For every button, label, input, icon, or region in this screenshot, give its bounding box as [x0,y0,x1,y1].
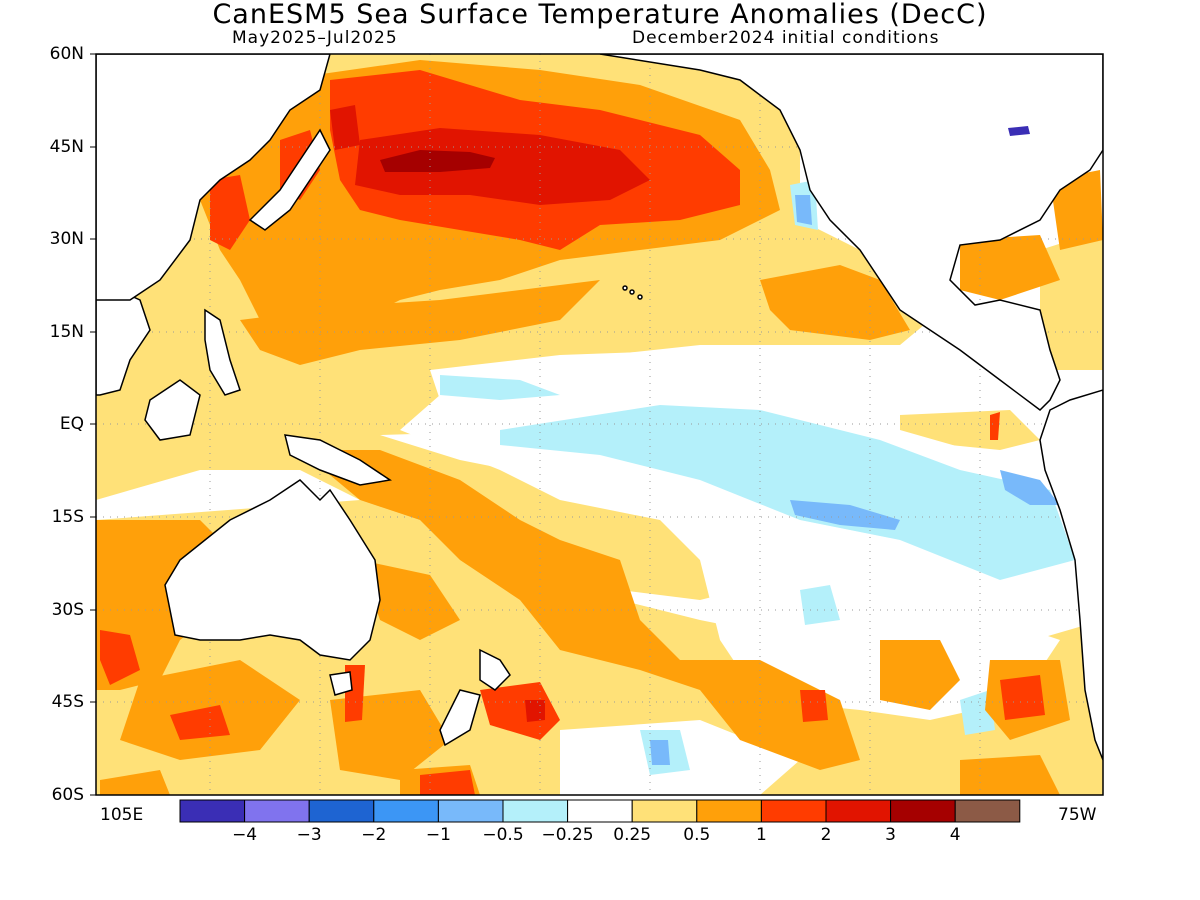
lat-label-30n: 30N [49,229,84,249]
colorbar [179,799,1021,823]
colorbar-swatch [308,799,375,823]
colorbar-tick-label: 2 [820,825,832,845]
map-title: CanESM5 Sea Surface Temperature Anomalie… [212,0,988,30]
lat-label-eq: EQ [59,414,84,434]
colorbar-swatch [696,799,762,823]
land-australia [164,479,381,661]
colorbar-tick-label: 0.25 [613,825,652,845]
land-tasmania [329,671,353,696]
land-japan [248,128,331,231]
colorbar-tick-label: −0.25 [541,825,594,845]
colorbar-tick-label: −4 [232,825,258,845]
colorbar-swatch [567,799,633,823]
lat-label-60s: 60S [51,785,84,805]
colorbar-tick-label: −0.5 [482,825,524,845]
colorbar-tick-label: −2 [361,825,387,845]
colorbar-swatch [244,799,310,823]
great-lakes-anomaly [1008,126,1030,136]
lon-label-105e: 105E [100,805,144,825]
colorbar-swatch [760,799,827,823]
colorbar-tick-label: 3 [885,825,896,845]
colorbar-swatch [373,799,439,823]
land-new-zealand [479,648,511,691]
colorbar-swatch [437,799,504,823]
anomaly-contours-3 [380,150,495,172]
lat-label-45s: 45S [51,692,84,712]
lat-label-15s: 15S [51,507,84,527]
colorbar-tick-label: 0.5 [683,825,711,845]
anomaly-contours-2 [330,105,650,722]
colorbar-swatch [825,799,892,823]
colorbar-tick-label: −1 [425,825,451,845]
land-borneo [144,379,201,441]
land-philippines [204,308,241,396]
land-new-guinea [284,434,392,486]
lat-label-15n: 15N [49,322,84,342]
forecast-period: May2025–Jul2025 [232,28,398,48]
land-north-america [599,54,1103,411]
lat-ticks [90,53,96,796]
colorbar-swatch [954,799,1021,823]
land-masses [96,54,1103,761]
colorbar-swatch [631,799,698,823]
lon-label-75w: 75W [1058,805,1097,825]
land-east-asia [96,54,331,301]
lat-label-30s: 30S [51,600,84,620]
colorbar-swatch [890,799,956,823]
colorbar-swatch [179,799,246,823]
initial-conditions-label: December2024 initial conditions [632,28,940,48]
lat-label-60n: 60N [49,44,84,64]
colorbar-tick-label: 4 [949,825,961,845]
colorbar-swatch [502,799,569,823]
land-south-america [1039,389,1103,761]
lat-label-45n: 45N [49,137,84,157]
colorbar-tick-label: −3 [296,825,322,845]
colorbar-tick-label: 1 [755,825,767,845]
map-plot-area [96,54,1103,795]
